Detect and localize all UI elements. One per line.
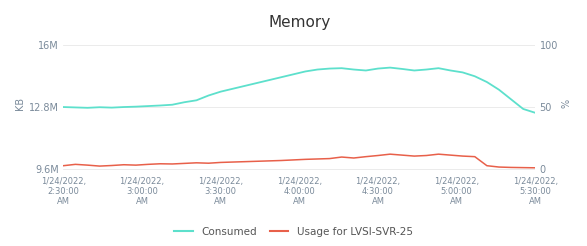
Title: Memory: Memory: [268, 15, 330, 30]
Y-axis label: %: %: [562, 99, 572, 108]
Y-axis label: KB: KB: [15, 97, 25, 110]
Legend: Consumed, Usage for LVSI-SVR-25: Consumed, Usage for LVSI-SVR-25: [170, 222, 417, 241]
